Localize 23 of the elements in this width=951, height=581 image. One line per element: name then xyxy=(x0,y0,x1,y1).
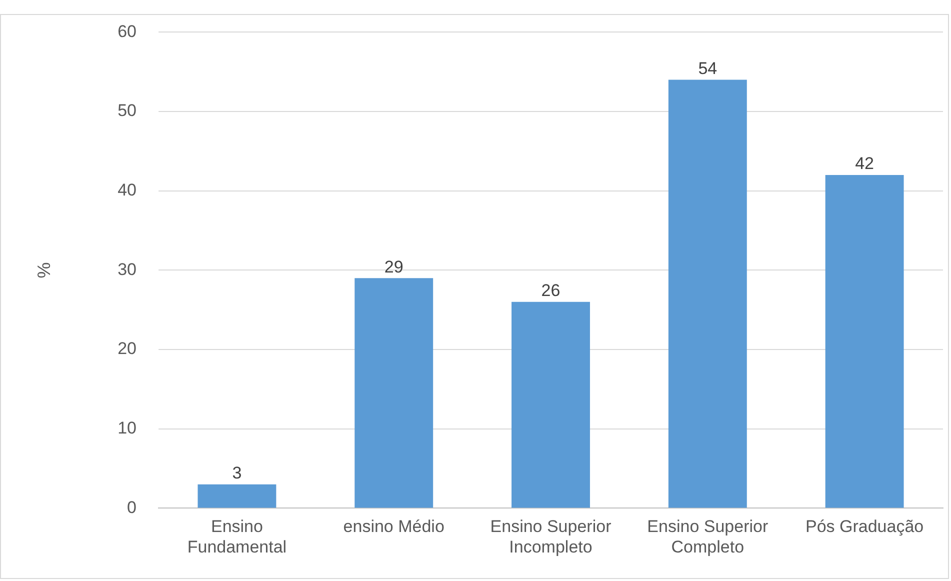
y-axis-title: % xyxy=(34,262,54,278)
y-tick-label: 60 xyxy=(118,22,137,41)
x-tick-label: ensino Médio xyxy=(343,517,444,536)
y-tick-label: 0 xyxy=(127,498,137,517)
bar xyxy=(354,278,434,508)
y-tick-label: 10 xyxy=(118,418,137,438)
data-label: 42 xyxy=(855,154,874,174)
bar xyxy=(512,302,590,508)
data-label: 3 xyxy=(232,464,242,483)
bar xyxy=(198,484,276,508)
y-tick-label: 40 xyxy=(118,180,137,200)
data-label: 29 xyxy=(384,257,404,276)
y-tick-label: 50 xyxy=(118,101,137,120)
data-label: 54 xyxy=(698,58,718,78)
x-tick-label: Pós Graduação xyxy=(805,517,924,536)
x-tick-label: Ensino Superior Incompleto xyxy=(490,517,612,556)
bar xyxy=(825,175,904,508)
x-tick-label: Ensino Superior Completo xyxy=(647,517,768,556)
y-tick-label: 20 xyxy=(118,339,137,358)
x-tick-label: Ensino Fundamental xyxy=(187,517,287,556)
y-tick-label: 30 xyxy=(118,260,137,279)
bar xyxy=(668,80,747,508)
data-label: 26 xyxy=(541,281,560,300)
